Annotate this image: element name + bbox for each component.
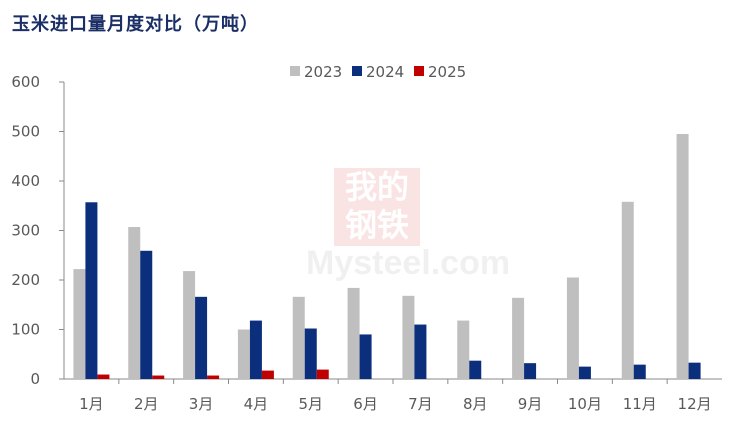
x-tick-label: 11月 — [623, 395, 657, 413]
y-tick-label: 0 — [30, 370, 40, 388]
bar-2023-2 — [128, 227, 141, 379]
x-tick-label: 10月 — [568, 395, 602, 413]
bar-2024-10 — [578, 366, 591, 379]
bar-2024-3 — [195, 296, 208, 379]
x-tick-label: 12月 — [678, 395, 712, 413]
bar-2023-7 — [402, 295, 415, 379]
bar-2023-11 — [621, 201, 634, 379]
chart-title: 玉米进口量月度对比（万吨） — [12, 14, 259, 35]
legend-swatch — [414, 66, 424, 76]
legend-item-2024: 2024 — [352, 63, 404, 81]
bar-2023-10 — [566, 277, 579, 379]
bar-2025-3 — [207, 375, 220, 379]
bar-2023-5 — [292, 296, 305, 379]
bar-2024-9 — [524, 363, 537, 379]
x-tick-label: 7月 — [408, 395, 433, 413]
bar-2023-12 — [676, 133, 689, 379]
y-tick-label: 200 — [11, 271, 40, 289]
bar-2023-1 — [73, 269, 86, 379]
legend-label: 2023 — [304, 63, 342, 81]
bar-2024-2 — [140, 250, 153, 379]
bar-2025-1 — [97, 374, 110, 379]
legend-swatch — [290, 66, 300, 76]
legend-label: 2025 — [428, 63, 466, 81]
bar-2025-4 — [261, 370, 274, 379]
x-tick-label: 9月 — [518, 395, 543, 413]
bar-2024-8 — [469, 360, 482, 379]
bar-2023-8 — [457, 320, 470, 379]
bar-2024-1 — [85, 202, 98, 379]
bar-2024-4 — [249, 320, 262, 379]
bar-2024-12 — [688, 362, 701, 379]
x-tick-label: 8月 — [463, 395, 488, 413]
bar-2023-4 — [237, 329, 250, 379]
bar-2023-6 — [347, 287, 360, 379]
x-tick-label: 6月 — [353, 395, 378, 413]
x-tick-label: 1月 — [79, 395, 104, 413]
legend-swatch — [352, 66, 362, 76]
x-tick-label: 5月 — [298, 395, 323, 413]
x-tick-label: 3月 — [189, 395, 214, 413]
x-tick-label: 2月 — [134, 395, 159, 413]
y-tick-label: 600 — [11, 73, 40, 91]
legend-label: 2024 — [366, 63, 404, 81]
bar-2025-5 — [316, 369, 329, 379]
y-tick-label: 400 — [11, 172, 40, 190]
y-tick-label: 100 — [11, 321, 40, 339]
x-tick-label: 4月 — [244, 395, 269, 413]
bar-2024-6 — [359, 334, 372, 379]
bar-2025-2 — [152, 375, 165, 379]
bar-2024-11 — [633, 364, 646, 379]
y-tick-label: 500 — [11, 123, 40, 141]
bar-2024-5 — [304, 328, 317, 379]
bar-2023-9 — [512, 297, 525, 379]
legend-item-2023: 2023 — [290, 63, 342, 81]
legend-item-2025: 2025 — [414, 63, 466, 81]
bar-2024-7 — [414, 324, 427, 379]
bar-2023-3 — [183, 271, 196, 379]
y-tick-label: 300 — [11, 222, 40, 240]
